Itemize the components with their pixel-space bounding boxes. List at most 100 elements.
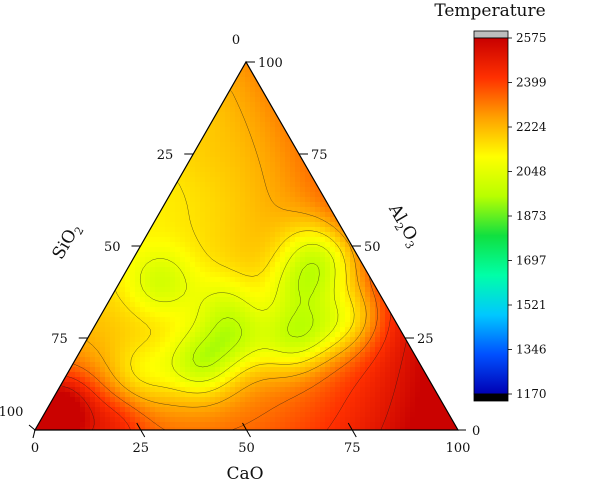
heat-cell [235, 327, 241, 333]
heat-cell [50, 227, 56, 233]
heat-cell [345, 267, 351, 273]
heat-cell [435, 87, 441, 93]
heat-cell [225, 152, 231, 158]
heat-cell [230, 332, 236, 338]
heat-cell [200, 207, 206, 213]
heat-cell [430, 232, 436, 238]
heat-cell [340, 307, 346, 313]
heat-cell [65, 62, 71, 68]
heat-cell [340, 67, 346, 73]
heat-cell [255, 107, 261, 113]
heat-cell [330, 97, 336, 103]
heat-cell [80, 222, 86, 228]
heat-cell [175, 257, 181, 263]
heat-cell [90, 337, 96, 343]
heat-cell [90, 287, 96, 293]
heat-cell [45, 282, 51, 288]
heat-cell [305, 332, 311, 338]
heat-cell [355, 92, 361, 98]
heat-cell [295, 87, 301, 93]
heat-cell [60, 177, 66, 183]
heat-cell [275, 162, 281, 168]
heat-cell [395, 162, 401, 168]
heat-cell [70, 262, 76, 268]
heat-cell [450, 187, 456, 193]
heat-cell [430, 92, 436, 98]
heat-cell [65, 147, 71, 153]
heat-cell [360, 177, 366, 183]
heat-cell [310, 122, 316, 128]
heat-cell [460, 152, 466, 158]
heat-cell [315, 212, 321, 218]
heat-cell [220, 242, 226, 248]
heat-cell [325, 227, 331, 233]
heat-cell [255, 317, 261, 323]
heat-cell [230, 242, 236, 248]
heat-cell [415, 72, 421, 78]
heat-cell [90, 92, 96, 98]
heat-cell [120, 142, 126, 148]
heat-cell [305, 307, 311, 313]
heat-cell [50, 262, 56, 268]
heat-cell [210, 242, 216, 248]
heat-cell [245, 147, 251, 153]
heat-cell [120, 157, 126, 163]
heat-cell [130, 102, 136, 108]
heat-cell [435, 237, 441, 243]
heat-cell [100, 67, 106, 73]
heat-cell [35, 97, 41, 103]
heat-cell [40, 207, 46, 213]
heat-cell [140, 117, 146, 123]
heat-cell [300, 122, 306, 128]
heat-cell [395, 272, 401, 278]
heat-cell [360, 337, 366, 343]
heat-cell [125, 82, 131, 88]
heat-cell [325, 192, 331, 198]
heat-cell [240, 92, 246, 98]
heat-cell [175, 162, 181, 168]
heat-cell [170, 227, 176, 233]
heat-cell [215, 162, 221, 168]
heat-cell [370, 142, 376, 148]
heat-cell [360, 217, 366, 223]
heat-cell [200, 347, 206, 353]
heat-cell [295, 242, 301, 248]
heat-cell [325, 172, 331, 178]
heat-cell [300, 262, 306, 268]
heat-cell [210, 267, 216, 273]
heat-cell [85, 337, 91, 343]
heat-cell [150, 252, 156, 258]
heat-cell [325, 297, 331, 303]
heat-cell [435, 232, 441, 238]
heat-cell [205, 262, 211, 268]
heat-cell [290, 157, 296, 163]
heat-cell [455, 312, 458, 318]
heat-cell [410, 277, 416, 283]
heat-cell [425, 317, 431, 323]
heat-cell [300, 232, 306, 238]
heat-cell [80, 242, 86, 248]
heat-cell [450, 297, 456, 303]
heat-cell [225, 112, 231, 118]
heat-cell [450, 227, 456, 233]
heat-cell [100, 277, 106, 283]
heat-cell [135, 82, 141, 88]
heat-cell [390, 307, 396, 313]
heat-cell [425, 207, 431, 213]
heat-cell [450, 337, 456, 343]
heat-cell [450, 192, 456, 198]
heat-cell [425, 142, 431, 148]
heat-cell [310, 287, 316, 293]
heat-cell [225, 332, 231, 338]
heat-cell [65, 322, 71, 328]
heat-cell [195, 62, 201, 68]
heat-cell [455, 307, 458, 313]
heat-cell [340, 92, 346, 98]
heat-cell [320, 97, 326, 103]
heat-cell [265, 302, 271, 308]
heat-cell [285, 232, 291, 238]
heat-cell [395, 92, 401, 98]
heat-cell [225, 192, 231, 198]
heat-cell [440, 152, 446, 158]
heat-cell [450, 347, 456, 353]
